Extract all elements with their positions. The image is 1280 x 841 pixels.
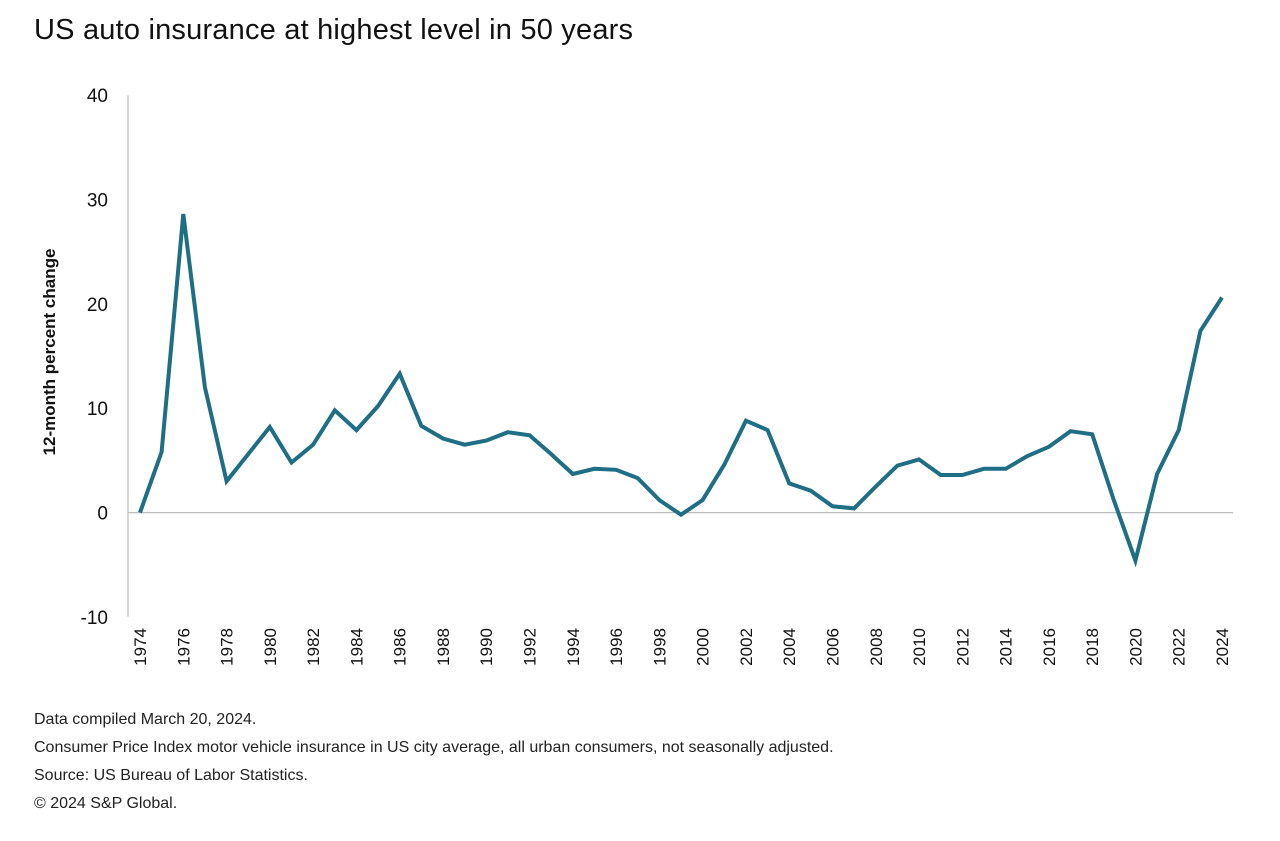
x-tick-label: 1996 bbox=[607, 628, 626, 666]
x-tick-label: 2004 bbox=[780, 628, 799, 666]
line-chart: -10 0 10 20 30 40 1974 1976 1978 1980 1982 1984 198… bbox=[40, 86, 1233, 666]
y-tick-labels: -10 0 10 20 30 40 bbox=[81, 86, 108, 629]
series-line bbox=[138, 213, 1224, 568]
chart-notes: Data compiled March 20, 2024. Consumer P… bbox=[34, 706, 834, 818]
x-tick-label: 1984 bbox=[347, 628, 366, 666]
y-tick-label: 10 bbox=[87, 399, 108, 420]
x-tick-label: 2014 bbox=[997, 628, 1016, 666]
note-description: Consumer Price Index motor vehicle insur… bbox=[34, 739, 834, 756]
x-tick-label: 2012 bbox=[953, 628, 972, 666]
x-tick-label: 1988 bbox=[434, 628, 453, 666]
x-tick-label: 1998 bbox=[650, 628, 669, 666]
chart-axes bbox=[127, 95, 1233, 617]
y-axis-label: 12-month percent change bbox=[40, 249, 59, 456]
x-tick-label: 2018 bbox=[1083, 628, 1102, 666]
x-tick-label: 1978 bbox=[218, 628, 237, 666]
x-tick-label: 2016 bbox=[1040, 628, 1059, 666]
note-copyright: © 2024 S&P Global. bbox=[34, 795, 178, 812]
y-tick-label: 0 bbox=[97, 504, 108, 525]
y-tick-label: 20 bbox=[87, 295, 108, 316]
x-tick-label: 2024 bbox=[1213, 628, 1232, 666]
chart-title: US auto insurance at highest level in 50… bbox=[34, 14, 634, 46]
x-tick-label: 2010 bbox=[910, 628, 929, 666]
x-tick-label: 2000 bbox=[694, 628, 713, 666]
series-group bbox=[138, 213, 1224, 568]
note-source: Source: US Bureau of Labor Statistics. bbox=[34, 767, 308, 784]
x-tick-labels: 1974 1976 1978 1980 1982 1984 1986 1988 1990 1992… bbox=[131, 628, 1232, 666]
y-tick-label: -10 bbox=[81, 608, 108, 629]
y-tick-label: 30 bbox=[87, 190, 108, 211]
x-tick-label: 1974 bbox=[131, 628, 150, 666]
note-date: Data compiled March 20, 2024. bbox=[34, 711, 257, 728]
x-tick-label: 2008 bbox=[867, 628, 886, 666]
x-tick-label: 2006 bbox=[823, 628, 842, 666]
x-tick-label: 1990 bbox=[477, 628, 496, 666]
x-tick-label: 1992 bbox=[521, 628, 540, 666]
y-tick-label: 40 bbox=[87, 86, 108, 107]
x-tick-label: 1986 bbox=[391, 628, 410, 666]
x-tick-label: 2002 bbox=[737, 628, 756, 666]
x-tick-label: 2020 bbox=[1126, 628, 1145, 666]
x-tick-label: 1994 bbox=[564, 628, 583, 666]
x-tick-label: 1980 bbox=[261, 628, 280, 666]
x-tick-label: 1976 bbox=[174, 628, 193, 666]
x-tick-label: 2022 bbox=[1170, 628, 1189, 666]
x-tick-label: 1982 bbox=[304, 628, 323, 666]
